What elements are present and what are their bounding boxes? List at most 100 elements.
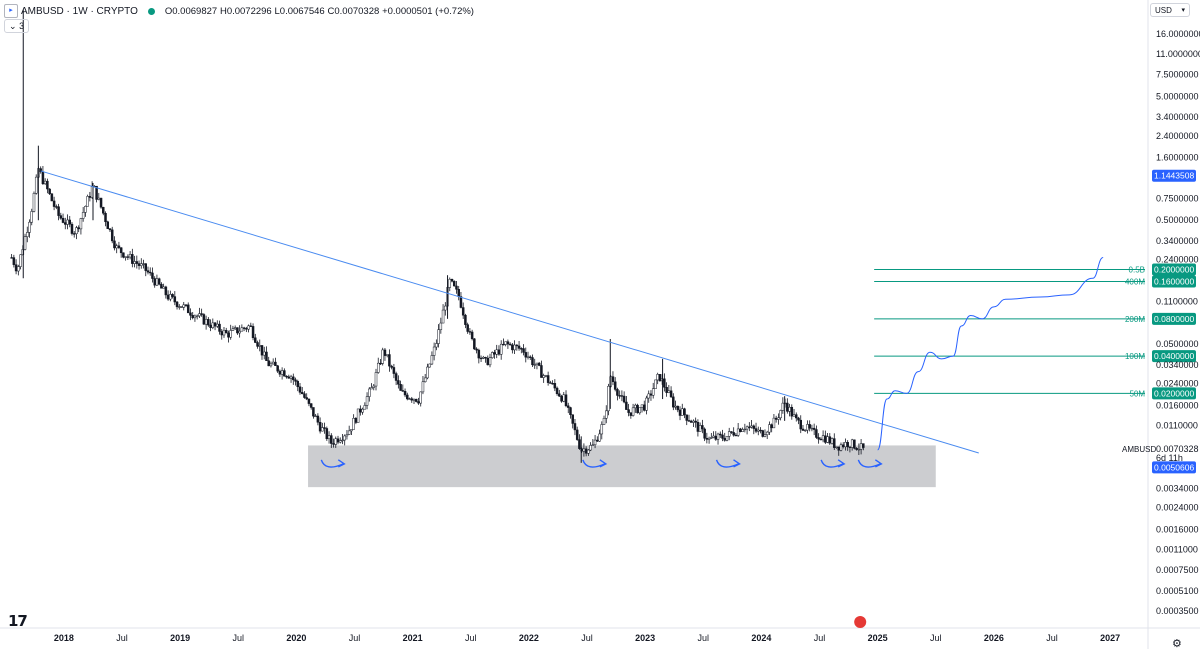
candle — [19, 254, 22, 270]
candle — [759, 427, 762, 434]
candle — [631, 403, 635, 417]
candle — [72, 231, 76, 238]
candle — [763, 429, 767, 438]
time-axis[interactable]: 2018 Jul 2019 Jul 2020 Jul 2021 Jul 2022 Jul 2023 J… — [54, 616, 1120, 643]
candle-body — [795, 414, 798, 419]
candle-body — [734, 434, 738, 437]
candle — [327, 431, 331, 444]
candle-body — [146, 270, 150, 273]
candle-body — [710, 437, 713, 439]
candle-body — [292, 376, 295, 381]
support-zone[interactable] — [308, 445, 936, 488]
candle-body — [844, 442, 847, 448]
candle — [292, 373, 295, 385]
candle — [48, 188, 51, 195]
candle — [638, 407, 642, 415]
candle-body — [618, 395, 621, 397]
candle-body — [390, 365, 393, 368]
symbol-title[interactable]: AMBUSD · 1W · CRYPTO — [21, 5, 138, 17]
tradingview-logo-icon[interactable]: 17 — [8, 612, 28, 630]
candle — [656, 372, 659, 385]
candle — [417, 397, 420, 405]
candle — [312, 407, 315, 419]
indicators-toggle[interactable]: ⌄ 3 — [4, 19, 30, 33]
candle — [808, 420, 811, 432]
candle — [271, 358, 275, 365]
candle-body — [117, 245, 121, 248]
candle — [368, 387, 371, 402]
candle — [651, 382, 655, 399]
candle-body — [857, 448, 861, 451]
candle-body — [372, 385, 376, 388]
candle — [231, 325, 235, 331]
candle-body — [417, 401, 420, 404]
candle-body — [164, 286, 168, 296]
projected-price-path[interactable] — [877, 257, 1104, 451]
candle — [571, 414, 574, 429]
target-levels[interactable]: 0.5B 0.2000000 400M 0.1600000 200M 0.08000… — [874, 263, 1196, 400]
candle — [549, 380, 552, 384]
candle-body — [102, 206, 105, 214]
candle — [774, 415, 778, 423]
candle-body — [774, 417, 778, 420]
candle-body — [600, 424, 604, 435]
candle — [605, 405, 608, 424]
gear-icon[interactable]: ⚙ — [1172, 638, 1182, 650]
candle-body — [296, 381, 300, 388]
candle — [727, 427, 731, 441]
candle — [256, 340, 259, 349]
trendline[interactable] — [40, 170, 979, 454]
candle — [104, 211, 107, 227]
currency-select[interactable]: USD ▾ — [1150, 3, 1190, 17]
candle-body — [269, 363, 273, 367]
chevron-down-icon: ⌄ — [9, 21, 17, 31]
candle-body — [119, 247, 123, 254]
candle-body — [681, 408, 684, 416]
candle-body — [607, 386, 610, 412]
descending-trendline[interactable] — [40, 170, 979, 454]
candle-body — [828, 436, 832, 444]
candle-body — [283, 370, 286, 377]
candle-body — [517, 345, 521, 349]
candle-body — [475, 348, 478, 351]
candle — [142, 259, 145, 269]
candle — [515, 344, 519, 351]
candle — [59, 212, 63, 220]
candle-body — [457, 289, 460, 297]
candle — [663, 373, 666, 392]
candle — [770, 423, 773, 433]
price-tick-label: 3.4000000 — [1156, 112, 1199, 122]
level-price-tag — [1152, 312, 1196, 325]
candle-body — [99, 197, 103, 208]
level-price-tag-text: 0.2000000 — [1154, 265, 1194, 275]
candle — [560, 394, 563, 403]
time-tick-label: Jul — [233, 633, 245, 643]
candle-body — [57, 206, 60, 216]
price-axis[interactable]: 16.0000000 11.0000000 7.5000000 5.0000000 3.… — [1122, 29, 1200, 616]
candle — [81, 207, 85, 222]
candle — [198, 307, 201, 319]
candle — [694, 417, 697, 428]
collapse-arrow-icon[interactable]: ▸ — [4, 4, 18, 18]
candle — [625, 396, 628, 410]
candle — [323, 422, 326, 434]
candle-body — [839, 444, 843, 451]
candle-body — [254, 337, 257, 343]
candle-body — [638, 407, 642, 414]
projection-path[interactable] — [877, 257, 1104, 451]
event-flag-icon[interactable] — [854, 616, 867, 628]
candle-body — [41, 171, 45, 185]
candle-body — [531, 357, 534, 366]
candle-body — [589, 445, 592, 451]
candle — [499, 340, 503, 360]
candle-body — [209, 324, 212, 328]
candle — [801, 425, 805, 432]
candle — [799, 415, 802, 434]
candle-body — [598, 433, 601, 442]
candle — [535, 362, 539, 370]
candle — [781, 397, 785, 414]
candle-body — [665, 387, 668, 393]
candle — [502, 338, 505, 346]
time-tick-label: Jul — [930, 633, 942, 643]
